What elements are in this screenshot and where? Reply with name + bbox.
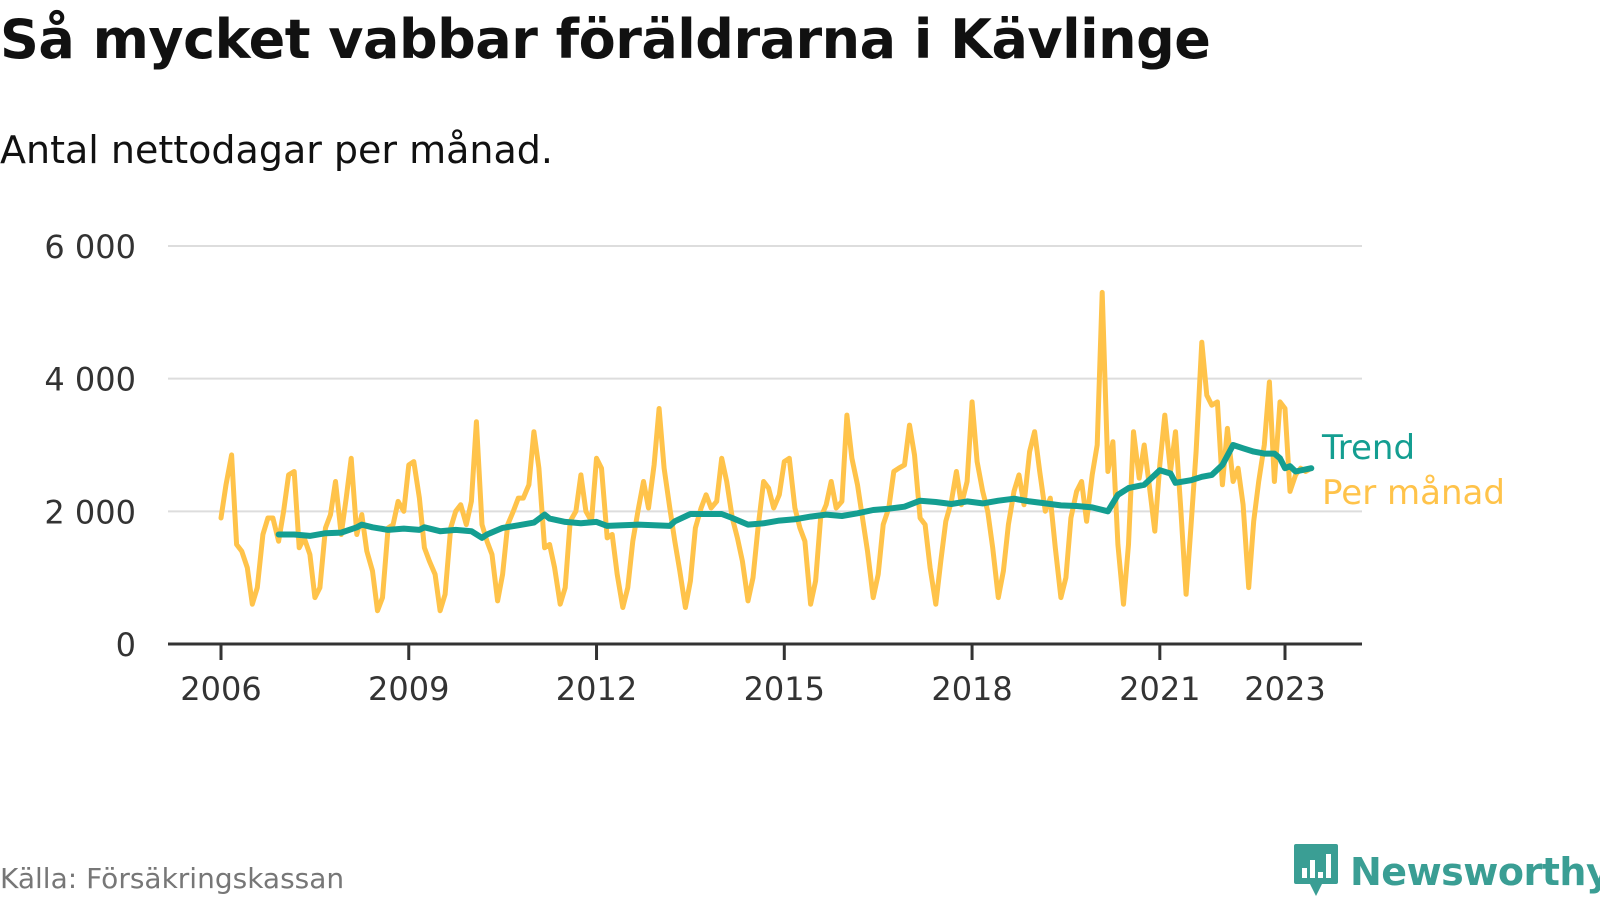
gridlines [168,245,1362,513]
x-tick-label: 2012 [556,670,637,708]
x-tick-label: 2018 [931,670,1012,708]
newsworthy-logo[interactable]: Newsworthy [1292,842,1600,902]
x-tick-label: 2015 [744,670,825,708]
monthly-series-label: Per månad [1322,473,1505,513]
monthly-series-line [218,289,1314,614]
x-axis-ticks: 2006 2009 2012 2015 2018 2021 2023 [180,644,1326,708]
trend-series-line [275,442,1315,541]
series-labels: Trend Per månad [1321,428,1505,513]
x-tick-label: 2023 [1244,670,1325,708]
y-tick-label: 6 000 [44,228,136,266]
bar-chart-speech-bubble-icon [1292,842,1340,902]
x-tick-label: 2021 [1119,670,1200,708]
y-tick-label: 0 [116,626,136,664]
chart-subtitle: Antal nettodagar per månad. [0,128,554,172]
trend-series-label: Trend [1321,428,1415,468]
y-tick-label: 4 000 [44,361,136,399]
y-tick-label: 2 000 [44,493,136,531]
brand-name: Newsworthy [1350,850,1600,894]
chart-title: Så mycket vabbar föräldrarna i Kävlinge [0,8,1211,71]
source-note: Källa: Försäkringskassan [0,862,345,895]
x-tick-label: 2009 [368,670,449,708]
x-tick-label: 2006 [180,670,261,708]
y-axis-tick-labels: 0 2 000 4 000 6 000 [44,228,136,664]
series-lines [218,289,1315,614]
